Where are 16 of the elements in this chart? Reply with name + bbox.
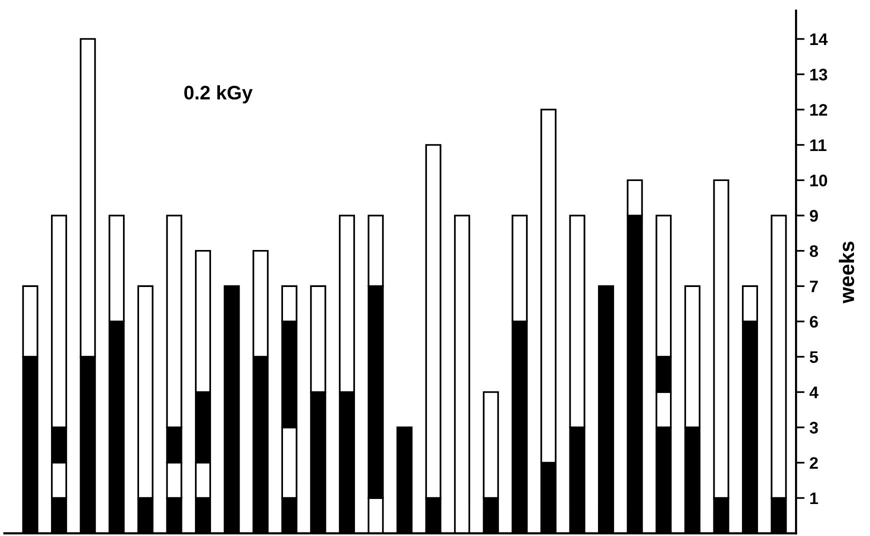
y-tick-label: 13 (810, 68, 828, 81)
y-tick-label: 11 (810, 139, 826, 151)
y-tick-label: 14 (810, 34, 828, 46)
y-tick-label: 9 (810, 210, 818, 222)
y-tick-label: 2 (810, 457, 818, 469)
y-tick-label: 12 (810, 104, 828, 116)
y-tick-label: 3 (810, 422, 818, 434)
y-tick-label: 6 (810, 316, 818, 328)
y-tick-label: 7 (810, 280, 818, 292)
y-tick-label: 5 (810, 351, 818, 363)
y-tick-label: 8 (810, 245, 818, 258)
y-tick-label: 10 (810, 174, 828, 186)
y-axis-title: weeks (838, 242, 854, 304)
y-tick-label: 4 (809, 386, 818, 398)
y-tick-label: 1 (810, 492, 818, 504)
annotation: 0.2 kGy (184, 85, 253, 104)
